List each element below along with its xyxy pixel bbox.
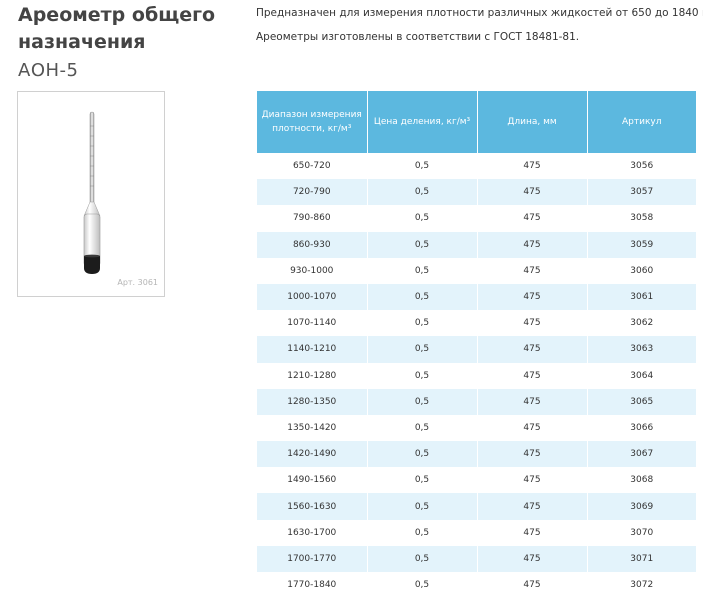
cell-length: 475 <box>477 205 588 232</box>
table-row: 1210-1280 0,5 475 3064 <box>257 362 696 389</box>
table-header-row: Диапазон измерения плотности, кг/м³ Цена… <box>257 91 696 153</box>
cell-density-range: 1000-1070 <box>257 283 368 311</box>
table-row: 1070-1140 0,5 475 3062 <box>257 310 696 337</box>
cell-division-value: 0,5 <box>367 283 478 311</box>
cell-division-value: 0,5 <box>367 519 478 546</box>
table-row: 1700-1770 0,5 475 3071 <box>257 545 696 572</box>
table-row: 1280-1350 0,5 475 3065 <box>257 388 696 415</box>
table-row: 1000-1070 0,5 475 3061 <box>257 283 696 311</box>
cell-division-value: 0,5 <box>367 414 478 442</box>
cell-division-value: 0,5 <box>367 336 478 363</box>
cell-article: 3062 <box>587 310 696 337</box>
product-model: АОН-5 <box>18 60 79 81</box>
cell-division-value: 0,5 <box>367 493 478 520</box>
cell-density-range: 1770-1840 <box>257 572 368 599</box>
cell-division-value: 0,5 <box>367 545 478 572</box>
cell-density-range: 1420-1490 <box>257 441 368 468</box>
table-row: 1350-1420 0,5 475 3066 <box>257 414 696 442</box>
description-purpose: Предназначен для измерения плотности раз… <box>256 7 703 19</box>
cell-length: 475 <box>477 493 588 520</box>
cell-density-range: 860-930 <box>257 231 368 258</box>
cell-article: 3059 <box>587 231 696 258</box>
cell-density-range: 930-1000 <box>257 257 368 284</box>
cell-length: 475 <box>477 572 588 599</box>
header-density-range: Диапазон измерения плотности, кг/м³ <box>257 91 368 153</box>
table-row: 650-720 0,5 475 3056 <box>257 153 696 180</box>
image-article-caption: Арт. 3061 <box>117 278 158 287</box>
header-length: Длина, мм <box>477 91 588 153</box>
cell-article: 3061 <box>587 283 696 311</box>
product-image-frame[interactable]: Арт. 3061 <box>17 91 165 297</box>
cell-density-range: 1560-1630 <box>257 493 368 520</box>
cell-length: 475 <box>477 545 588 572</box>
description-standard: Ареометры изготовлены в соответствии с Г… <box>256 31 580 43</box>
cell-density-range: 1350-1420 <box>257 414 368 442</box>
cell-division-value: 0,5 <box>367 257 478 284</box>
cell-length: 475 <box>477 231 588 258</box>
cell-division-value: 0,5 <box>367 205 478 232</box>
cell-division-value: 0,5 <box>367 441 478 468</box>
cell-length: 475 <box>477 153 588 180</box>
cell-article: 3065 <box>587 388 696 415</box>
cell-article: 3070 <box>587 519 696 546</box>
cell-division-value: 0,5 <box>367 153 478 180</box>
table-body: 650-720 0,5 475 3056 720-790 0,5 475 3057 790-86… <box>257 153 696 599</box>
table-row: 1770-1840 0,5 475 3072 <box>257 572 696 599</box>
cell-article: 3063 <box>587 336 696 363</box>
cell-length: 475 <box>477 179 588 206</box>
table-row: 1140-1210 0,5 475 3063 <box>257 336 696 363</box>
cell-length: 475 <box>477 441 588 468</box>
table-row: 930-1000 0,5 475 3060 <box>257 257 696 284</box>
cell-length: 475 <box>477 414 588 442</box>
cell-length: 475 <box>477 388 588 415</box>
cell-density-range: 1210-1280 <box>257 362 368 389</box>
cell-article: 3058 <box>587 205 696 232</box>
table-row: 860-930 0,5 475 3059 <box>257 231 696 258</box>
cell-length: 475 <box>477 310 588 337</box>
table-row: 1630-1700 0,5 475 3070 <box>257 519 696 546</box>
cell-density-range: 1070-1140 <box>257 310 368 337</box>
cell-length: 475 <box>477 283 588 311</box>
cell-density-range: 1630-1700 <box>257 519 368 546</box>
cell-division-value: 0,5 <box>367 467 478 494</box>
cell-division-value: 0,5 <box>367 572 478 599</box>
table-row: 1420-1490 0,5 475 3067 <box>257 441 696 468</box>
cell-density-range: 1490-1560 <box>257 467 368 494</box>
cell-article: 3072 <box>587 572 696 599</box>
cell-division-value: 0,5 <box>367 310 478 337</box>
cell-density-range: 650-720 <box>257 153 368 180</box>
cell-article: 3064 <box>587 362 696 389</box>
cell-division-value: 0,5 <box>367 388 478 415</box>
cell-density-range: 1280-1350 <box>257 388 368 415</box>
cell-division-value: 0,5 <box>367 231 478 258</box>
cell-article: 3067 <box>587 441 696 468</box>
table-row: 1490-1560 0,5 475 3068 <box>257 467 696 494</box>
cell-article: 3056 <box>587 153 696 180</box>
cell-division-value: 0,5 <box>367 179 478 206</box>
cell-article: 3060 <box>587 257 696 284</box>
cell-density-range: 1700-1770 <box>257 545 368 572</box>
cell-density-range: 1140-1210 <box>257 336 368 363</box>
product-title: Ареометр общего назначения <box>18 4 216 53</box>
cell-article: 3069 <box>587 493 696 520</box>
cell-length: 475 <box>477 257 588 284</box>
cell-length: 475 <box>477 519 588 546</box>
table-row: 1560-1630 0,5 475 3069 <box>257 493 696 520</box>
cell-length: 475 <box>477 336 588 363</box>
cell-article: 3066 <box>587 414 696 442</box>
cell-article: 3057 <box>587 179 696 206</box>
header-division-value: Цена деления, кг/м³ <box>367 91 478 153</box>
table-row: 720-790 0,5 475 3057 <box>257 179 696 206</box>
cell-length: 475 <box>477 362 588 389</box>
specifications-table: Диапазон измерения плотности, кг/м³ Цена… <box>257 91 696 599</box>
cell-article: 3068 <box>587 467 696 494</box>
header-article: Артикул <box>587 91 696 153</box>
hydrometer-illustration <box>83 111 101 274</box>
cell-density-range: 790-860 <box>257 205 368 232</box>
cell-article: 3071 <box>587 545 696 572</box>
table-row: 790-860 0,5 475 3058 <box>257 205 696 232</box>
cell-density-range: 720-790 <box>257 179 368 206</box>
cell-division-value: 0,5 <box>367 362 478 389</box>
cell-length: 475 <box>477 467 588 494</box>
